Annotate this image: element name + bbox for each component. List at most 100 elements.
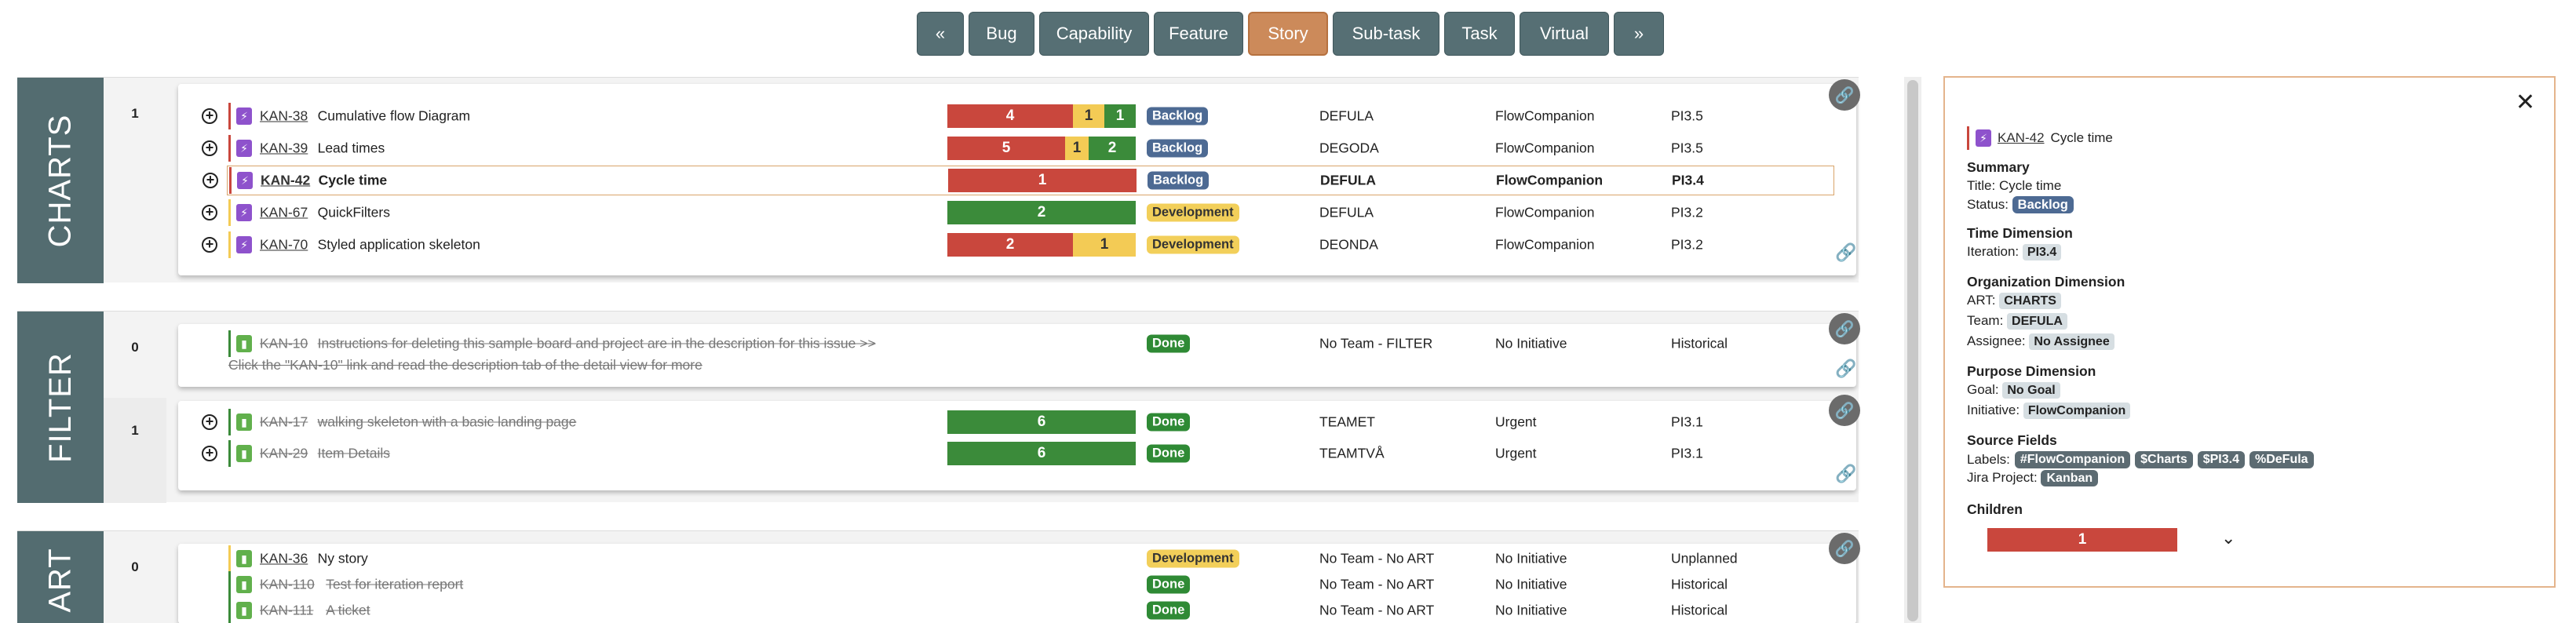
issue-row[interactable]: + ▮ KAN-17 walking skeleton with a basic la… <box>178 407 1856 437</box>
priority-bar <box>228 231 231 258</box>
status-badge: Development <box>1147 203 1239 222</box>
issue-row[interactable]: ▮ KAN-10 Instructions for deleting this sa… <box>178 329 1856 359</box>
lightning-icon: ⚡ <box>236 140 252 157</box>
issue-key-link[interactable]: KAN-70 <box>260 236 308 253</box>
expand-plus-icon[interactable]: + <box>203 173 218 188</box>
bookmark-icon: ▮ <box>236 602 252 619</box>
tab-feature[interactable]: Feature <box>1154 12 1243 56</box>
group-label: CHARTS <box>17 78 104 283</box>
issue-key-link[interactable]: KAN-36 <box>260 550 308 567</box>
org-heading: Organization Dimension <box>1967 274 2125 290</box>
progress-segment-red: 4 <box>947 104 1073 128</box>
bookmark-icon: ▮ <box>236 576 252 593</box>
issue-key-link[interactable]: KAN-17 <box>260 414 308 430</box>
lightning-icon: ⚡ <box>237 172 253 189</box>
nav-prev-button[interactable]: « <box>917 12 964 56</box>
link-icon[interactable]: 🔗 <box>1835 359 1857 378</box>
issue-key-link[interactable]: KAN-10 <box>260 335 308 352</box>
lane-number: 0 <box>131 559 139 574</box>
status-badge: Backlog <box>2012 196 2074 213</box>
iteration-tag: PI3.4 <box>2022 244 2062 260</box>
issue-title: Ny story <box>317 550 368 567</box>
status-row: Status: Backlog <box>1967 196 2074 213</box>
expand-plus-icon[interactable]: + <box>202 237 217 253</box>
issue-key-link[interactable]: KAN-38 <box>260 107 308 124</box>
initiative-cell: FlowCompanion <box>1495 236 1595 253</box>
issue-key-link[interactable]: KAN-29 <box>260 445 308 461</box>
issue-title: Cumulative flow Diagram <box>317 107 471 124</box>
progress-bar: 2 <box>947 201 1136 224</box>
tab-task[interactable]: Task <box>1444 12 1515 56</box>
issue-key-link[interactable]: KAN-39 <box>260 140 308 156</box>
issue-row[interactable]: + ⚡ KAN-67 QuickFilters 2 Development DEFULA Fl… <box>178 198 1856 228</box>
scrollbar-thumb[interactable] <box>1907 80 1918 621</box>
progress-bar: 6 <box>947 410 1136 434</box>
lane-card: ▮ KAN-10 Instructions for deleting this sa… <box>178 324 1856 387</box>
issue-key-link[interactable]: KAN-42 <box>261 172 311 188</box>
group-charts: CHARTS 1 + ⚡ KAN-38 Cumulative flow Diagram… <box>17 77 1860 283</box>
iteration-cell: Historical <box>1671 576 1728 592</box>
bookmark-icon: ▮ <box>236 414 252 431</box>
tab-story[interactable]: Story <box>1248 12 1328 56</box>
link-icon[interactable]: 🔗 <box>1829 79 1860 111</box>
iteration-cell: PI3.1 <box>1671 414 1703 430</box>
link-icon[interactable]: 🔗 <box>1835 242 1857 262</box>
progress-segment-red: 2 <box>947 233 1073 257</box>
tab-bug[interactable]: Bug <box>969 12 1034 56</box>
initiative-cell: FlowCompanion <box>1495 140 1595 156</box>
group-filter: FILTER 0 1 ▮ KAN-10 Instructions for delet… <box>17 311 1860 503</box>
expand-plus-icon[interactable]: + <box>202 205 217 220</box>
issue-key-link[interactable]: KAN-111 <box>260 602 314 618</box>
issue-row[interactable]: + ▮ KAN-29 Item Details 6 Done TEAMTVÅ Urgent PI… <box>178 439 1856 468</box>
iteration-cell: Unplanned <box>1671 550 1738 567</box>
tab-sub-task[interactable]: Sub-task <box>1333 12 1439 56</box>
priority-bar <box>228 409 231 435</box>
link-icon[interactable]: 🔗 <box>1829 313 1860 344</box>
source-heading: Source Fields <box>1967 432 2057 448</box>
issue-title-continued: Click the "KAN-10" link and read the des… <box>228 357 702 373</box>
link-icon[interactable]: 🔗 <box>1829 395 1860 426</box>
lane-number: 1 <box>104 398 166 503</box>
issue-row[interactable]: ▮ KAN-110 Test for iteration report Done No … <box>178 570 1856 599</box>
tab-virtual[interactable]: Virtual <box>1520 12 1609 56</box>
priority-bar <box>228 330 231 357</box>
priority-bar <box>228 440 231 467</box>
initiative-cell: No Initiative <box>1495 576 1567 592</box>
expand-plus-icon[interactable]: + <box>202 446 217 461</box>
issue-row[interactable]: + ⚡ KAN-38 Cumulative flow Diagram 4 1 1 Backlo… <box>178 101 1856 131</box>
expand-plus-icon[interactable]: + <box>202 108 217 124</box>
progress-segment-yellow: 1 <box>1073 233 1136 257</box>
issue-row[interactable]: + ⚡ KAN-39 Lead times 5 1 2 Backlog DEGODA FlowCo… <box>178 133 1856 163</box>
close-icon[interactable]: ✕ <box>2515 89 2535 115</box>
iteration-cell: Historical <box>1671 335 1728 352</box>
issue-row[interactable]: + ⚡ KAN-70 Styled application skeleton 2 1 Dev… <box>178 230 1856 260</box>
chevron-down-icon[interactable]: ⌄ <box>2221 528 2236 548</box>
issue-key-link[interactable]: KAN-110 <box>260 576 315 592</box>
initiative-cell: FlowCompanion <box>1496 172 1604 188</box>
group-label: ART <box>17 531 104 623</box>
issue-key-link[interactable]: KAN-67 <box>260 204 308 220</box>
expand-plus-icon[interactable]: + <box>202 140 217 156</box>
progress-segment-green: 6 <box>947 410 1136 434</box>
detail-header: ⚡ KAN-42 Cycle time <box>1967 126 2113 150</box>
link-icon[interactable]: 🔗 <box>1829 533 1860 564</box>
progress-segment-green: 2 <box>1089 137 1136 160</box>
vertical-scrollbar[interactable] <box>1904 77 1921 623</box>
status-badge: Done <box>1147 413 1191 432</box>
issue-row[interactable]: ▮ KAN-111 A ticket Done No Team - No ART No I… <box>178 596 1856 623</box>
tab-capability[interactable]: Capability <box>1039 12 1149 56</box>
issue-row[interactable]: + ⚡ KAN-42 Cycle time 1 Backlog DEFULA FlowComp… <box>203 166 1834 195</box>
progress-bar: 6 <box>947 442 1136 465</box>
detail-key-link[interactable]: KAN-42 <box>1998 130 2045 145</box>
status-badge: Development <box>1147 235 1239 254</box>
issue-title: Item Details <box>317 445 390 461</box>
nav-next-button[interactable]: » <box>1614 12 1664 56</box>
lane-card: ▮ KAN-36 Ny story Development No Team - No A… <box>178 544 1856 623</box>
expand-plus-icon[interactable]: + <box>202 414 217 430</box>
initiative-cell: FlowCompanion <box>1495 107 1595 124</box>
issue-row[interactable]: ▮ KAN-36 Ny story Development No Team - No A… <box>178 544 1856 574</box>
link-icon[interactable]: 🔗 <box>1835 464 1857 483</box>
bookmark-icon: ▮ <box>236 445 252 462</box>
